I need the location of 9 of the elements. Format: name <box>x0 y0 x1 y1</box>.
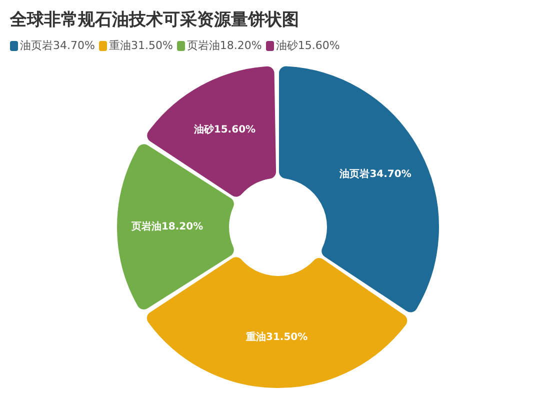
legend-label: 页岩油18.20% <box>186 38 262 53</box>
slice-label: 油页岩34.70% <box>338 168 412 180</box>
chart-title: 全球非常规石油技术可采资源量饼状图 <box>10 9 299 31</box>
slice-label: 重油31.50% <box>245 331 308 344</box>
legend-label: 重油31.50% <box>108 38 173 53</box>
slice-label: 页岩油18.20% <box>130 220 204 232</box>
legend-label: 油页岩34.70% <box>19 38 95 53</box>
legend-label: 油砂15.60% <box>274 38 340 53</box>
slice-label: 油砂15.60% <box>192 123 256 136</box>
